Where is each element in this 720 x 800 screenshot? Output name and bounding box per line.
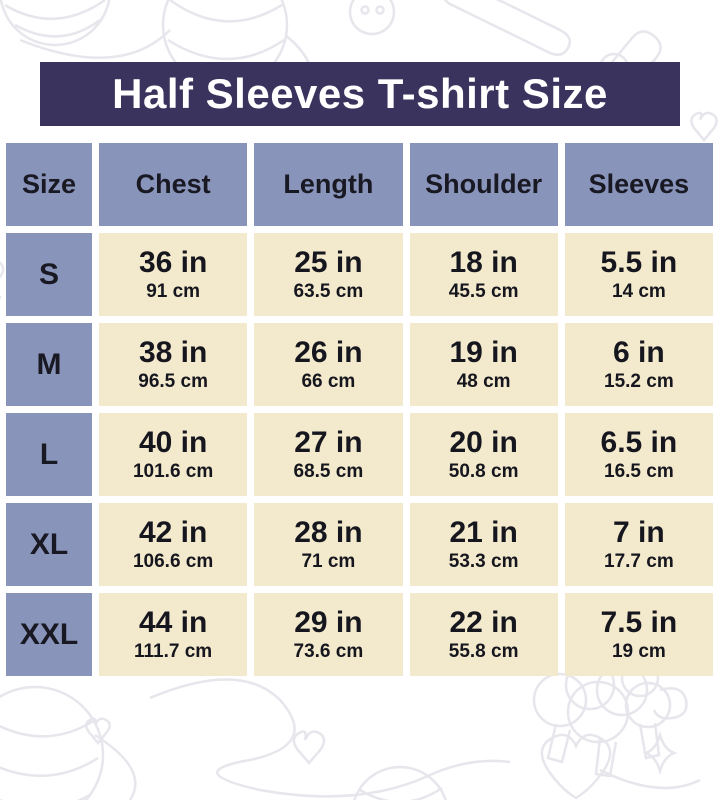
value-cm: 55.8 cm <box>448 640 519 662</box>
value-inches: 18 in <box>449 246 518 280</box>
value-cm: 73.6 cm <box>293 640 364 662</box>
value-cm: 101.6 cm <box>132 460 214 482</box>
value-inches: 7 in <box>613 516 665 550</box>
value-cm: 96.5 cm <box>138 370 208 392</box>
value-inches: 44 in <box>138 606 208 640</box>
value-cm: 19 cm <box>611 640 666 662</box>
value-inches: 6.5 in <box>600 426 678 460</box>
value-cm: 53.3 cm <box>448 550 519 572</box>
heart-icon <box>85 717 111 745</box>
data-cell-l-length: 27 in 68.5 cm <box>254 413 403 496</box>
data-cell-m-chest: 38 in 96.5 cm <box>99 323 248 406</box>
value-cm: 91 cm <box>146 280 201 302</box>
data-cell-l-sleeves: 6.5 in 16.5 cm <box>564 413 713 496</box>
value-inches: 5.5 in <box>600 246 678 280</box>
yarn-ball-icon <box>0 0 171 60</box>
data-cell-xxl-chest: 44 in 111.7 cm <box>99 593 248 676</box>
value-inches: 42 in <box>138 516 208 550</box>
data-cell-m-shoulder: 19 in 48 cm <box>409 323 558 406</box>
column-header-shoulder: Shoulder <box>409 143 558 226</box>
column-header-sleeves: Sleeves <box>564 143 713 226</box>
data-cell-l-chest: 40 in 101.6 cm <box>99 413 248 496</box>
value-cm: 15.2 cm <box>604 370 674 392</box>
value-inches: 36 in <box>138 246 208 280</box>
value-cm: 14 cm <box>611 280 666 302</box>
value-cm: 111.7 cm <box>134 640 213 662</box>
size-cell-m: M <box>6 323 92 406</box>
data-cell-xl-length: 28 in 71 cm <box>254 503 403 586</box>
yarn-ball-icon <box>0 685 137 800</box>
size-cell-xl: XL <box>6 503 92 586</box>
value-cm: 71 cm <box>301 550 356 572</box>
data-cell-xl-sleeves: 7 in 17.7 cm <box>564 503 713 586</box>
value-cm: 68.5 cm <box>293 460 364 482</box>
value-inches: 7.5 in <box>600 606 678 640</box>
data-cell-s-sleeves: 5.5 in 14 cm <box>564 233 713 316</box>
value-cm: 63.5 cm <box>293 280 364 302</box>
column-header-chest: Chest <box>99 143 248 226</box>
data-cell-xxl-shoulder: 22 in 55.8 cm <box>409 593 558 676</box>
button-icon <box>348 0 396 36</box>
value-cm: 16.5 cm <box>604 460 674 482</box>
thread-line <box>149 678 511 798</box>
value-inches: 21 in <box>449 516 518 550</box>
data-cell-xl-chest: 42 in 106.6 cm <box>99 503 248 586</box>
data-cell-xxl-length: 29 in 73.6 cm <box>254 593 403 676</box>
value-inches: 6 in <box>613 336 665 370</box>
column-header-length: Length <box>254 143 403 226</box>
data-cell-l-shoulder: 20 in 50.8 cm <box>409 413 558 496</box>
value-inches: 25 in <box>294 246 363 280</box>
value-inches: 28 in <box>294 516 363 550</box>
title-banner: Half Sleeves T-shirt Size <box>40 62 680 126</box>
data-cell-s-shoulder: 18 in 45.5 cm <box>409 233 558 316</box>
value-inches: 38 in <box>138 336 208 370</box>
data-cell-m-length: 26 in 66 cm <box>254 323 403 406</box>
value-cm: 106.6 cm <box>132 550 214 572</box>
column-header-size: Size <box>6 143 92 226</box>
yarn-ball-icon <box>353 765 447 800</box>
data-cell-xxl-sleeves: 7.5 in 19 cm <box>564 593 713 676</box>
size-table: Size Chest Length Shoulder Sleeves S 36 … <box>6 143 713 676</box>
sparkle-icon <box>642 730 678 776</box>
value-inches: 29 in <box>294 606 363 640</box>
data-cell-s-chest: 36 in 91 cm <box>99 233 248 316</box>
value-cm: 17.7 cm <box>604 550 674 572</box>
value-inches: 27 in <box>294 426 363 460</box>
size-cell-xxl: XXL <box>6 593 92 676</box>
thread-squiggle <box>0 261 5 300</box>
size-cell-s: S <box>6 233 92 316</box>
value-inches: 20 in <box>449 426 518 460</box>
value-inches: 19 in <box>449 336 518 370</box>
value-cm: 66 cm <box>301 370 356 392</box>
value-cm: 50.8 cm <box>448 460 519 482</box>
heart-icon <box>690 111 718 142</box>
value-cm: 48 cm <box>456 370 511 392</box>
value-inches: 26 in <box>294 336 363 370</box>
value-inches: 22 in <box>449 606 518 640</box>
size-cell-l: L <box>6 413 92 496</box>
crochet-hook-icon <box>443 0 571 56</box>
value-cm: 45.5 cm <box>448 280 519 302</box>
page-title: Half Sleeves T-shirt Size <box>112 70 608 117</box>
data-cell-m-sleeves: 6 in 15.2 cm <box>564 323 713 406</box>
data-cell-xl-shoulder: 21 in 53.3 cm <box>409 503 558 586</box>
value-inches: 40 in <box>138 426 208 460</box>
data-cell-s-length: 25 in 63.5 cm <box>254 233 403 316</box>
heart-icon <box>292 730 326 765</box>
